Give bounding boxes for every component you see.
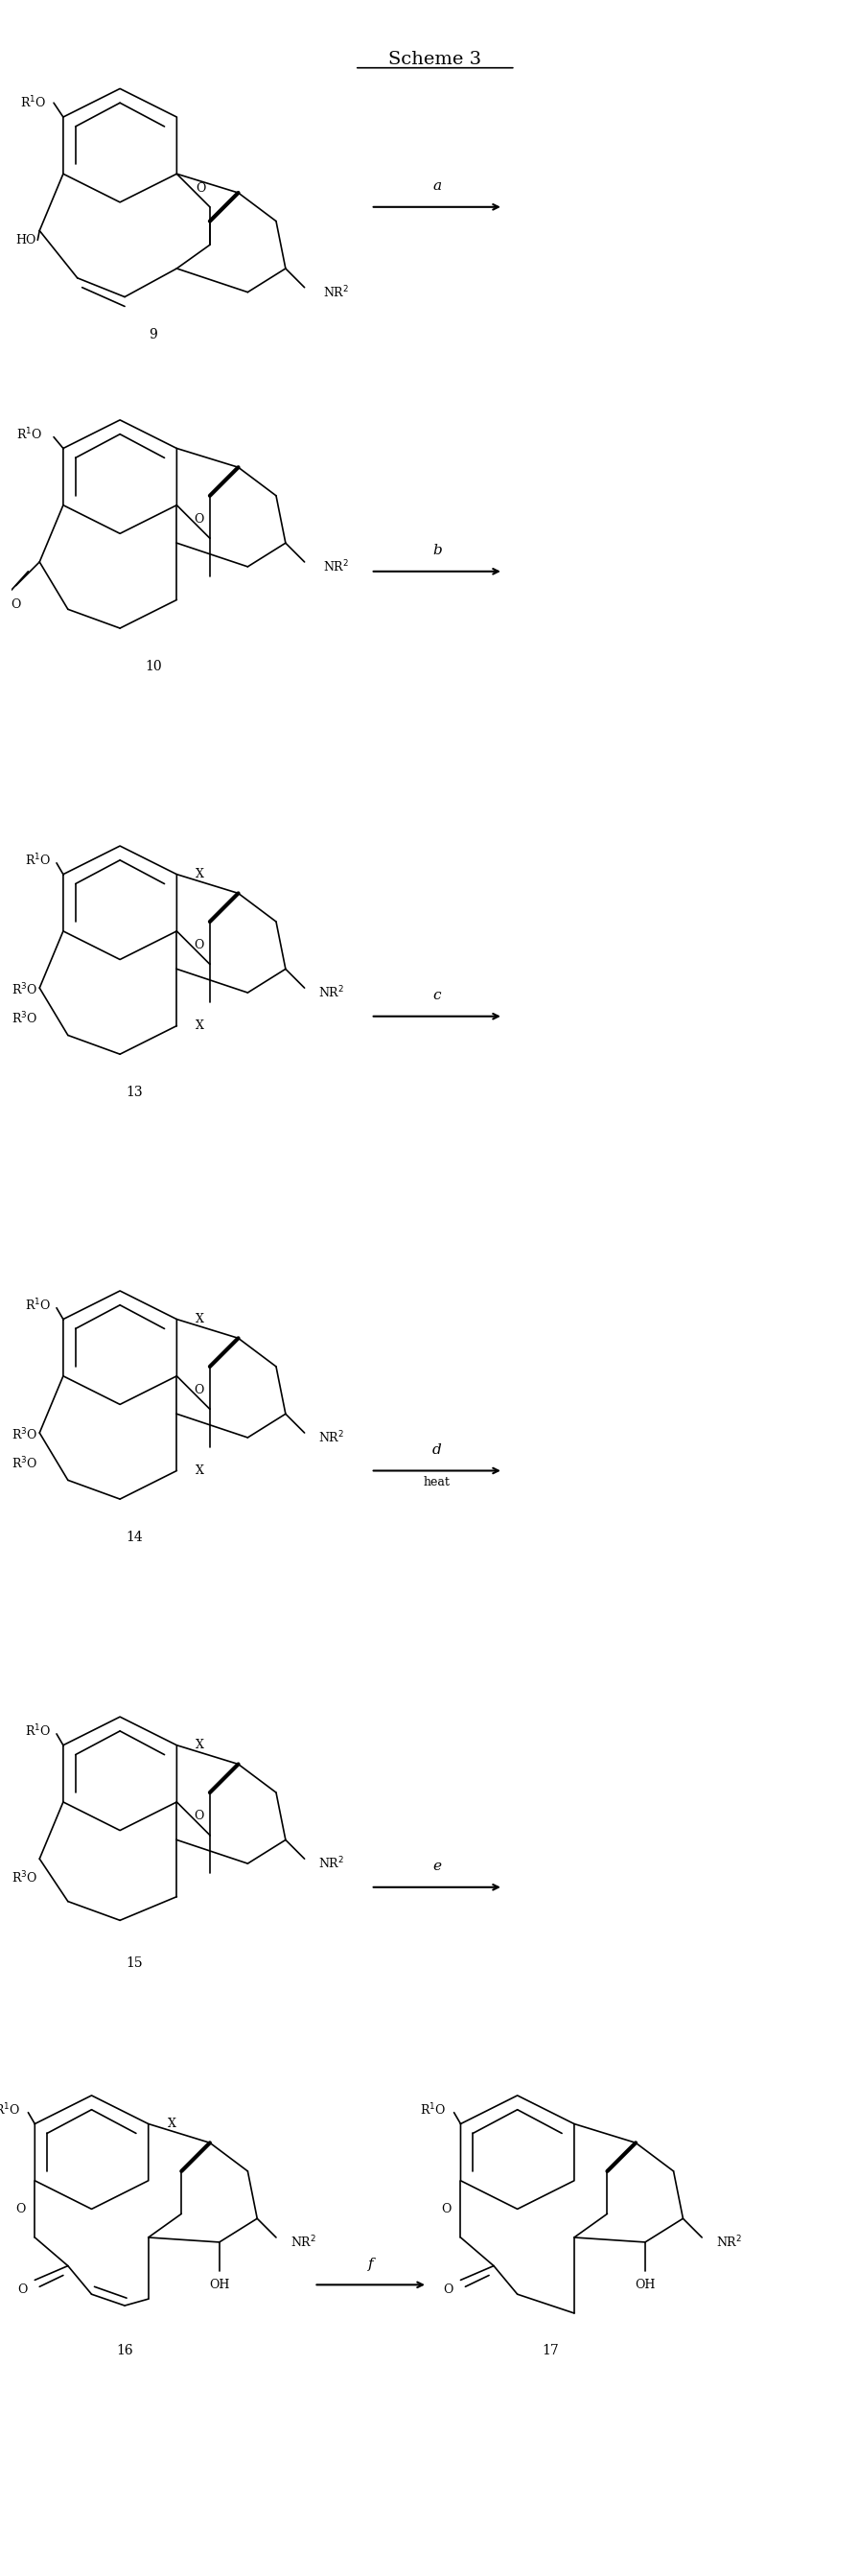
Text: X: X <box>196 1020 204 1033</box>
Text: X: X <box>168 2117 176 2130</box>
Text: 10: 10 <box>144 659 161 672</box>
Text: OH: OH <box>635 2280 655 2290</box>
Text: O: O <box>193 940 204 951</box>
Text: NR$^2$: NR$^2$ <box>323 559 350 574</box>
Text: NR$^2$: NR$^2$ <box>716 2233 742 2251</box>
Text: heat: heat <box>423 1476 450 1489</box>
Text: R$^1$O: R$^1$O <box>15 425 42 443</box>
Text: X: X <box>196 1739 204 1752</box>
Text: O: O <box>193 1383 204 1396</box>
Text: f: f <box>368 2257 374 2269</box>
Text: O: O <box>442 2202 451 2215</box>
Text: X: X <box>196 868 204 881</box>
Text: NR$^2$: NR$^2$ <box>323 283 350 301</box>
Text: R$^3$O: R$^3$O <box>11 1010 37 1025</box>
Text: 15: 15 <box>125 1955 143 1971</box>
Text: R$^1$O: R$^1$O <box>25 1298 52 1314</box>
Text: O: O <box>443 2282 454 2295</box>
Text: b: b <box>432 544 442 556</box>
Text: O: O <box>193 1811 204 1821</box>
Text: NR$^2$: NR$^2$ <box>290 2233 316 2251</box>
Text: 17: 17 <box>542 2344 559 2357</box>
Text: O: O <box>193 513 204 526</box>
Text: 13: 13 <box>125 1084 143 1100</box>
Text: c: c <box>433 989 441 1002</box>
Text: R$^3$O: R$^3$O <box>11 1427 37 1443</box>
Text: R$^1$O: R$^1$O <box>420 2102 446 2117</box>
Text: O: O <box>11 598 21 611</box>
Text: Scheme 3: Scheme 3 <box>388 52 482 67</box>
Text: d: d <box>432 1443 442 1455</box>
Text: O: O <box>17 2282 27 2295</box>
Text: R$^1$O: R$^1$O <box>0 2102 20 2117</box>
Text: X: X <box>196 1466 204 1476</box>
Text: O: O <box>195 183 205 193</box>
Text: R$^1$O: R$^1$O <box>25 1723 52 1739</box>
Text: 14: 14 <box>125 1530 143 1543</box>
Text: R$^1$O: R$^1$O <box>25 853 52 868</box>
Text: R$^3$O: R$^3$O <box>11 1455 37 1471</box>
Text: 16: 16 <box>116 2344 133 2357</box>
Text: OH: OH <box>209 2280 229 2290</box>
Text: R$^3$O: R$^3$O <box>11 1870 37 1886</box>
Text: O: O <box>15 2202 26 2215</box>
Text: NR$^2$: NR$^2$ <box>319 1430 344 1445</box>
Text: X: X <box>196 1314 204 1327</box>
Text: 9: 9 <box>149 327 157 343</box>
Text: R$^1$O: R$^1$O <box>21 95 46 111</box>
Text: a: a <box>433 180 442 193</box>
Text: NR$^2$: NR$^2$ <box>319 1855 344 1873</box>
Text: R$^3$O: R$^3$O <box>11 981 37 997</box>
Text: e: e <box>433 1860 442 1873</box>
Text: HO: HO <box>15 234 36 247</box>
Text: NR$^2$: NR$^2$ <box>319 984 344 999</box>
